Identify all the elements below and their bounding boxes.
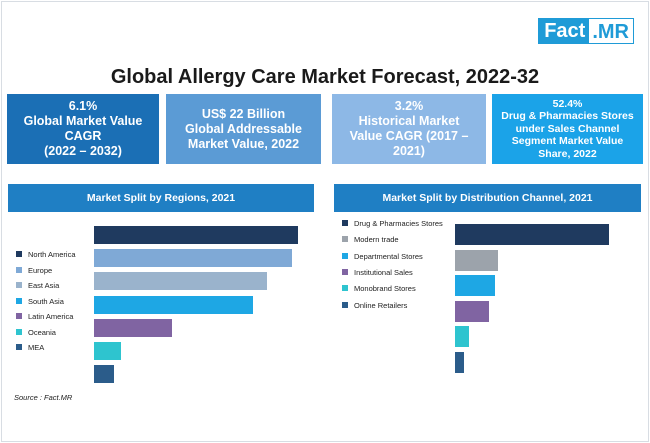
bar-oceania (94, 342, 121, 360)
legend-swatch (342, 301, 348, 308)
legend-label: East Asia (28, 281, 60, 290)
legend-swatch (342, 268, 348, 275)
legend-label: MEA (28, 343, 45, 352)
legend-item: Latin America (16, 312, 73, 322)
bar-east-asia (94, 272, 267, 291)
legend-label: Europe (28, 265, 53, 275)
legend-item: Online Retailers (342, 301, 407, 311)
legend-item: Monobrand Stores (342, 284, 416, 294)
legend-swatch (16, 251, 22, 257)
legend-label: Departmental Stores (354, 251, 423, 261)
bar-europe (94, 249, 292, 268)
legend-label: Drug & Pharmacies Stores (354, 219, 443, 228)
legend-item: North America (16, 250, 76, 260)
bar-latin-america (94, 318, 172, 337)
legend-label: Modern trade (354, 235, 399, 245)
logo-part-2: .MR (589, 18, 634, 44)
channel-bar-chart (455, 224, 609, 376)
legend-swatch (16, 297, 22, 304)
bar-modern-trade (455, 249, 498, 271)
legend-swatch (16, 344, 22, 350)
kpi-value: 52.4% (552, 97, 583, 110)
kpi-value: 3.2% (394, 99, 424, 113)
kpi-text: Drug & Pharmacies Stores under Sales Cha… (501, 110, 634, 160)
legend-item: Departmental Stores (342, 252, 423, 262)
legend-swatch (16, 313, 22, 319)
channel-chart-title: Market Split by Distribution Channel, 20… (334, 184, 641, 212)
bar-drug-pharmacies-stores (455, 224, 609, 245)
legend-label: Latin America (28, 312, 74, 321)
legend-label: Monobrand Stores (354, 284, 416, 294)
legend-label: North America (28, 250, 76, 259)
bar-north-america (94, 226, 298, 244)
kpi-card-market-value: US$ 22 Billion Global Addressable Market… (166, 94, 321, 164)
kpi-text: Global Market Value CAGR (2022 – 2032) (23, 114, 143, 158)
legend-item: MEA (16, 343, 44, 353)
bar-mea (94, 365, 114, 384)
legend-swatch (342, 252, 348, 259)
bar-online-retailers (455, 351, 464, 373)
legend-item: Institutional Sales (342, 268, 413, 278)
channel-legend: Drug & Pharmacies Stores Modern trade Depa… (342, 219, 452, 319)
legend-label: South Asia (28, 296, 64, 306)
legend-label: Oceania (28, 327, 56, 337)
legend-item: South Asia (16, 297, 64, 307)
legend-swatch (342, 285, 348, 292)
legend-label: Online Retailers (354, 300, 408, 310)
legend-item: Modern trade (342, 235, 399, 245)
logo-part-1: Fact (538, 18, 590, 44)
page-title: Global Allergy Care Market Forecast, 202… (110, 66, 540, 88)
bar-departmental-stores (455, 275, 495, 296)
regions-chart-title: Market Split by Regions, 2021 (8, 184, 314, 212)
legend-item: Oceania (16, 328, 56, 338)
legend-swatch (342, 236, 348, 243)
legend-swatch (16, 266, 22, 273)
legend-item: Europe (16, 266, 52, 276)
kpi-value: 6.1% (68, 99, 98, 113)
source-note: Source : Fact.MR (14, 393, 73, 402)
legend-item: East Asia (16, 281, 59, 291)
bar-south-asia (94, 295, 253, 314)
legend-swatch (342, 220, 348, 226)
kpi-text: Historical Market Value CAGR (2017 – 202… (349, 114, 469, 158)
bar-institutional-sales (455, 300, 489, 322)
bar-monobrand-stores (455, 326, 469, 347)
kpi-card-share: 52.4% Drug & Pharmacies Stores under Sal… (492, 94, 643, 164)
kpi-value: US$ 22 Billion (201, 106, 286, 121)
legend-item: Drug & Pharmacies Stores (342, 219, 443, 229)
regions-bar-chart (94, 226, 298, 384)
legend-swatch (16, 282, 22, 288)
kpi-card-cagr: 6.1% Global Market Value CAGR (2022 – 20… (7, 94, 159, 164)
kpi-text: Global Addressable Market Value, 2022 (185, 121, 302, 151)
regions-legend: North America Europe East Asia South Asia La… (16, 250, 96, 353)
factmr-logo: Fact .MR (538, 18, 634, 44)
legend-swatch (16, 328, 22, 335)
legend-label: Institutional Sales (354, 267, 413, 277)
kpi-card-historical-cagr: 3.2% Historical Market Value CAGR (2017 … (332, 94, 486, 164)
